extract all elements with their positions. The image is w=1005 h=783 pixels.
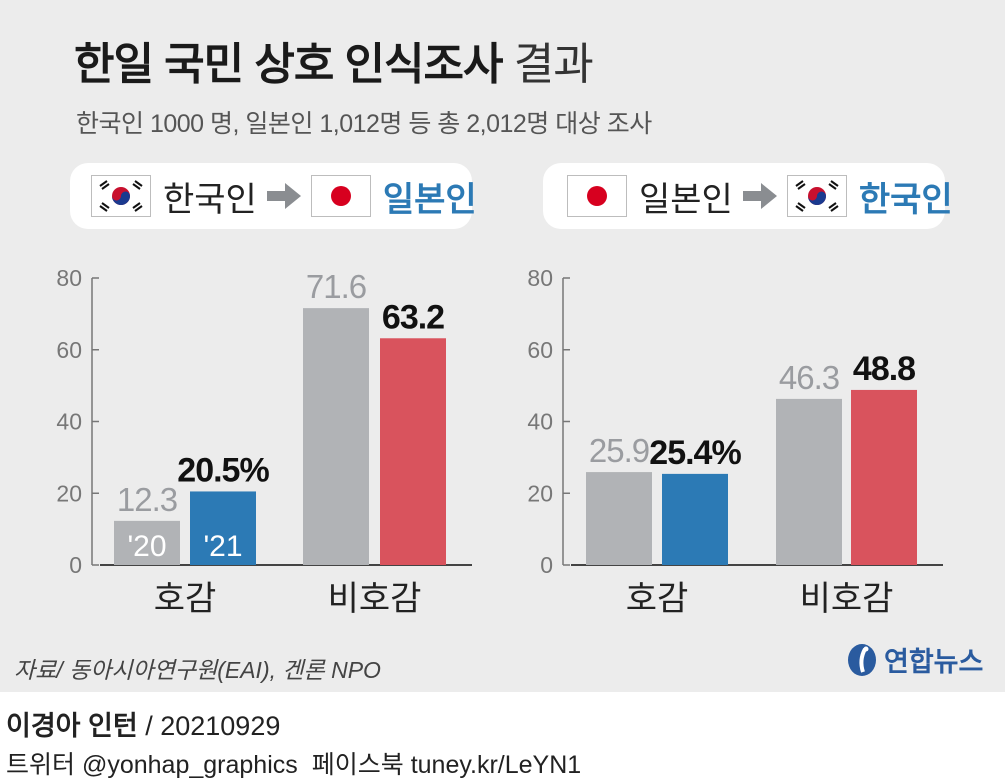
credit-date: / 20210929: [145, 711, 281, 741]
category-label: 호감: [626, 580, 689, 618]
footer-facebook[interactable]: 페이스북 tuney.kr/LeYN1: [311, 751, 582, 779]
arrow-right-icon: [266, 183, 301, 209]
south-korea-flag-icon: [786, 175, 847, 217]
bar: [303, 308, 369, 565]
panel-2-from-label: 일본인: [639, 180, 733, 219]
panel-1-header-content: 한국인 일본인: [91, 163, 487, 229]
yonhap-logo: 연합뉴스: [846, 640, 983, 679]
title-main: 한일 국민 상호 인식조사: [74, 40, 503, 89]
panel-2-header-content: 일본인 한국인: [567, 163, 963, 229]
y-tick-label: 40: [56, 409, 82, 435]
panel-2-to-label: 한국인: [858, 180, 953, 219]
category-label: 호감: [154, 580, 217, 618]
title-suffix: 결과: [513, 40, 594, 89]
data-label: 48.8: [853, 350, 915, 388]
arrow-right-icon: [742, 183, 777, 209]
data-label: 25.9: [589, 432, 649, 469]
credit-line: 이경아 인턴 / 20210929: [6, 704, 280, 743]
y-tick-label: 80: [56, 265, 82, 291]
y-tick-label: 20: [527, 480, 553, 506]
y-tick-label: 60: [56, 337, 82, 363]
data-label: 46.3: [779, 359, 839, 396]
footer-twitter[interactable]: 트위터 @yonhap_graphics: [6, 751, 298, 779]
yonhap-logo-text: 연합뉴스: [884, 647, 984, 677]
y-tick-label: 60: [527, 337, 553, 363]
y-tick-label: 0: [69, 552, 82, 578]
bar-charts: 0 20 40 60 80 12.320.5% 호감 71.6 63.2 비호감 '20 '21 0 20…: [56, 265, 943, 618]
panel-1-from-label: 한국인: [163, 180, 257, 219]
yonhap-logo-icon: [848, 643, 876, 676]
bar: [380, 338, 446, 565]
chart-card: [0, 0, 1005, 692]
japan-flag-icon: [567, 175, 627, 217]
credit-author: 이경아 인턴: [6, 711, 138, 741]
page-title: 한일 국민 상호 인식조사 결과: [74, 28, 594, 92]
y-tick-label: 0: [540, 552, 553, 578]
y-tick-label: 20: [56, 480, 82, 506]
y-tick-label: 80: [527, 265, 553, 291]
y-tick-label: 40: [527, 409, 553, 435]
footer-links: 트위터 @yonhap_graphics 페이스북 tuney.kr/LeYN1: [6, 745, 581, 781]
series-year-label: '21: [203, 530, 242, 563]
bar: [851, 389, 917, 565]
data-label: 12.3: [117, 481, 177, 518]
page-subtitle: 한국인 1000 명, 일본인 1,012명 등 총 2,012명 대상 조사: [76, 110, 652, 138]
series-year-label: '20: [127, 530, 166, 563]
source-note: 자료/ 동아시아연구원(EAI), 겐론 NPO: [14, 657, 381, 683]
data-label: 20.5%: [177, 451, 269, 489]
bar: [586, 472, 652, 565]
category-label: 비호감: [328, 580, 422, 618]
panel-1-to-label: 일본인: [382, 180, 477, 219]
data-label: 63.2: [382, 298, 444, 336]
japan-flag-icon: [310, 175, 371, 217]
bar: [190, 491, 256, 565]
data-label: 71.6: [306, 268, 366, 305]
south-korea-flag-icon: [91, 175, 151, 217]
bar: [776, 398, 842, 565]
bar: [662, 473, 728, 565]
bar: [114, 520, 180, 565]
category-label: 비호감: [800, 580, 894, 618]
data-label: 25.4%: [649, 434, 741, 472]
